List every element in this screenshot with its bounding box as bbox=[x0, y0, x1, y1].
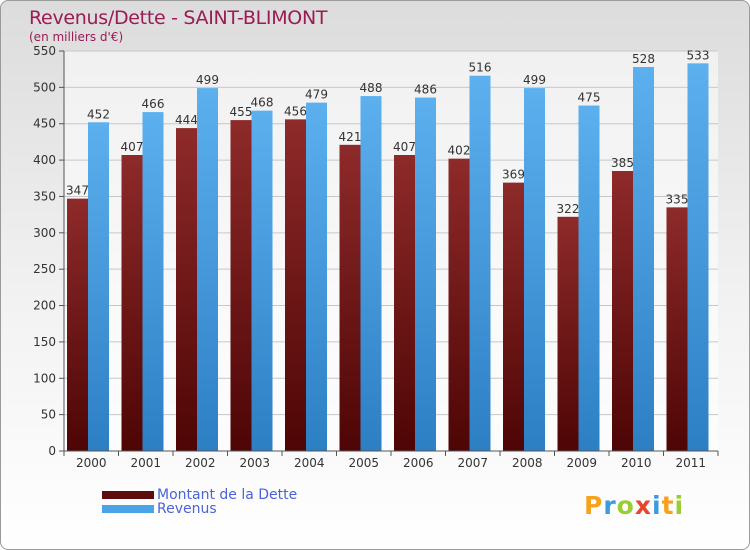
bar-revenus bbox=[469, 75, 491, 452]
chart-title: Revenus/Dette - SAINT-BLIMONT bbox=[29, 7, 328, 29]
data-label: 421 bbox=[339, 130, 362, 144]
x-tick-label: 2001 bbox=[130, 456, 161, 470]
bar-revenus bbox=[197, 88, 218, 451]
plot-area bbox=[64, 51, 718, 451]
bar-debt bbox=[612, 171, 633, 451]
data-label: 456 bbox=[284, 104, 307, 118]
data-label: 385 bbox=[611, 156, 634, 170]
data-label: 455 bbox=[230, 105, 253, 119]
data-label: 402 bbox=[448, 144, 471, 158]
logo-letter: r bbox=[603, 491, 617, 520]
bar-revenus bbox=[306, 102, 327, 452]
data-label: 444 bbox=[175, 113, 198, 127]
x-tick-label: 2006 bbox=[403, 456, 434, 470]
legend-item-debt: Montant de la Dette bbox=[102, 487, 297, 503]
bar-debt bbox=[503, 182, 524, 452]
x-tick-label: 2000 bbox=[76, 456, 107, 470]
bar-revenus bbox=[251, 110, 273, 452]
x-tick-label: 2005 bbox=[348, 456, 379, 470]
bar-revenus bbox=[687, 63, 709, 451]
data-label: 466 bbox=[142, 97, 165, 111]
data-label: 452 bbox=[87, 107, 110, 121]
bar-revenus bbox=[142, 112, 164, 451]
y-tick-label: 200 bbox=[33, 299, 56, 313]
bar-revenus bbox=[633, 67, 654, 451]
y-tick-label: 50 bbox=[41, 408, 56, 422]
data-label: 335 bbox=[666, 192, 689, 206]
legend-swatch-debt bbox=[102, 491, 154, 499]
bar-revenus bbox=[88, 122, 109, 451]
bar-debt bbox=[230, 120, 252, 451]
legend-label-debt: Montant de la Dette bbox=[157, 487, 298, 503]
y-tick-label: 350 bbox=[33, 189, 56, 203]
bar-revenus bbox=[578, 105, 600, 451]
x-tick-label: 2010 bbox=[621, 456, 652, 470]
x-tick-label: 2011 bbox=[675, 456, 706, 470]
y-tick-label: 300 bbox=[33, 226, 56, 240]
bar-debt bbox=[176, 128, 197, 451]
x-tick-label: 2008 bbox=[512, 456, 543, 470]
bar-debt bbox=[557, 216, 579, 451]
bar-debt bbox=[666, 207, 688, 451]
data-label: 516 bbox=[469, 61, 492, 75]
bar-revenus bbox=[524, 88, 545, 451]
logo-letter: t bbox=[661, 491, 675, 520]
bar-debt bbox=[121, 155, 143, 451]
data-label: 533 bbox=[687, 48, 710, 62]
bar-debt bbox=[339, 144, 361, 451]
x-tick-label: 2007 bbox=[457, 456, 488, 470]
data-label: 499 bbox=[196, 73, 219, 87]
y-tick-label: 0 bbox=[48, 444, 56, 458]
x-tick-label: 2004 bbox=[294, 456, 325, 470]
x-tick-label: 2002 bbox=[185, 456, 216, 470]
y-tick-label: 500 bbox=[33, 80, 56, 94]
legend-item-revenus: Revenus bbox=[102, 501, 217, 517]
x-tick-label: 2009 bbox=[566, 456, 597, 470]
legend-swatch-revenus bbox=[102, 505, 154, 513]
data-label: 407 bbox=[121, 140, 144, 154]
y-tick-label: 450 bbox=[33, 117, 56, 131]
data-label: 369 bbox=[502, 168, 525, 182]
y-tick-label: 400 bbox=[33, 153, 56, 167]
data-label: 468 bbox=[251, 96, 274, 110]
data-label: 486 bbox=[414, 83, 437, 97]
logo-letter: x bbox=[634, 491, 652, 520]
y-tick-label: 150 bbox=[33, 335, 56, 349]
data-label: 475 bbox=[578, 91, 601, 105]
data-label: 322 bbox=[557, 202, 580, 216]
y-tick-label: 250 bbox=[33, 262, 56, 276]
logo-letter: i bbox=[674, 491, 685, 520]
x-tick-label: 2003 bbox=[239, 456, 270, 470]
bar-debt bbox=[285, 119, 306, 451]
bar-debt bbox=[394, 155, 415, 451]
legend-label-revenus: Revenus bbox=[157, 501, 217, 517]
bar-debt bbox=[448, 158, 470, 452]
data-label: 499 bbox=[523, 73, 546, 87]
y-tick-label: 100 bbox=[33, 371, 56, 385]
bar-revenus bbox=[415, 97, 436, 451]
data-label: 488 bbox=[360, 81, 383, 95]
bar-revenus bbox=[360, 96, 382, 451]
chart-subtitle: (en milliers d'€) bbox=[29, 30, 124, 44]
logo-letter: o bbox=[616, 491, 635, 520]
data-label: 347 bbox=[66, 184, 89, 198]
y-tick-label: 550 bbox=[33, 44, 56, 58]
logo-letter: i bbox=[652, 491, 662, 520]
data-label: 407 bbox=[393, 140, 416, 154]
bar-debt bbox=[67, 198, 88, 451]
data-label: 528 bbox=[632, 52, 655, 66]
data-label: 479 bbox=[305, 88, 328, 102]
logo-letter: P bbox=[584, 491, 604, 520]
proxiti-logo: Proxiti bbox=[584, 491, 684, 520]
